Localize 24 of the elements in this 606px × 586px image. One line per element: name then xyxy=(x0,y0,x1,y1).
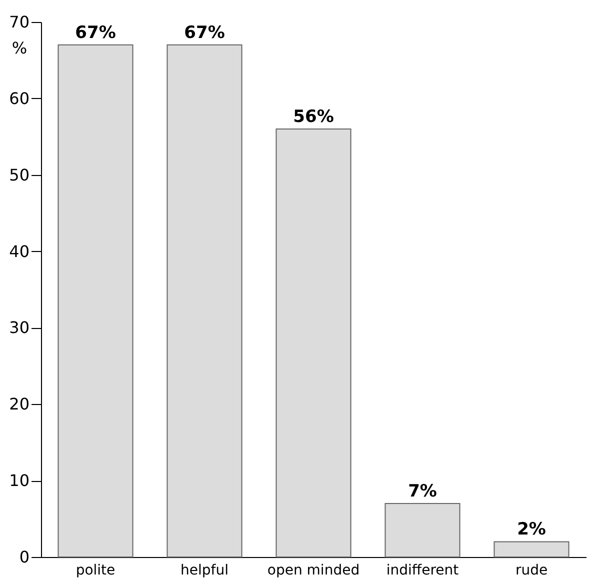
y-tick-label: 40 xyxy=(9,242,30,261)
x-tick-label: rude xyxy=(515,562,548,578)
y-tick-label: 50 xyxy=(9,165,30,184)
bar xyxy=(494,541,570,558)
bar xyxy=(384,503,460,558)
bar xyxy=(58,44,134,558)
x-tick-label: polite xyxy=(76,562,116,578)
x-tick-label: helpful xyxy=(180,562,228,578)
bar xyxy=(166,44,242,558)
data-label: 2% xyxy=(517,520,546,540)
y-axis-title: % xyxy=(12,38,28,58)
y-tick-label: 20 xyxy=(9,394,30,414)
bar xyxy=(276,128,352,558)
y-tick-label: 60 xyxy=(9,88,30,108)
y-tick-label: 0 xyxy=(19,548,30,566)
data-label: 56% xyxy=(293,107,334,127)
x-tick-label: open minded xyxy=(267,562,360,578)
data-label: 7% xyxy=(408,482,437,502)
y-tick-label: 30 xyxy=(9,318,30,338)
data-label: 67% xyxy=(184,22,225,43)
x-tick-label: indifferent xyxy=(386,562,460,578)
data-label: 67% xyxy=(75,22,116,43)
y-tick-label: 70 xyxy=(9,12,30,32)
y-tick-label: 10 xyxy=(9,471,30,490)
